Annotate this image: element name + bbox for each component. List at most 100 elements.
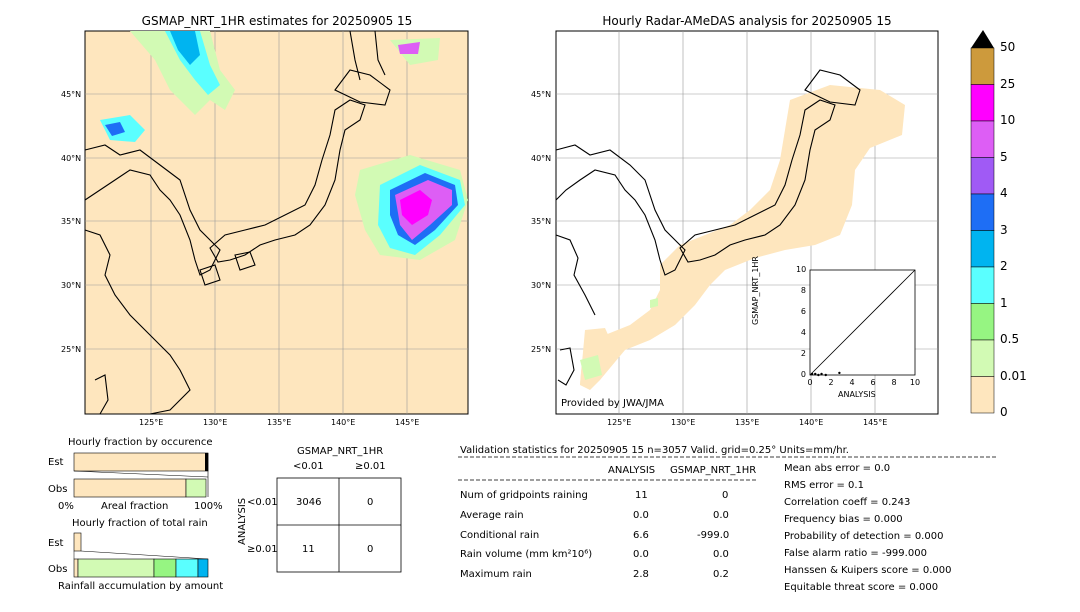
right-lon-145: 145°E	[863, 418, 888, 427]
colorbar-label: 2	[1000, 259, 1008, 273]
colorbar-segment	[970, 376, 995, 414]
left-map-rain	[100, 31, 468, 260]
validation-row-label: Maximum rain	[460, 569, 532, 580]
score-line: Hanssen & Kuipers score = 0.000	[784, 565, 952, 576]
validation-row-analysis: 0.0	[633, 549, 649, 560]
validation-row-gsmap: 0	[722, 490, 729, 501]
colorbar-segment	[970, 47, 995, 85]
right-lon-140: 140°E	[799, 418, 824, 427]
validation-row-analysis: 2.8	[633, 569, 649, 580]
total-rain-bars	[73, 532, 209, 578]
occurrence-est-label: Est	[48, 457, 64, 468]
scatter-point	[820, 372, 823, 376]
colorbar-label: 5	[1000, 149, 1008, 164]
inset-points	[810, 371, 841, 377]
validation-row-gsmap: 0.0	[713, 510, 729, 521]
left-map-title: GSMAP_NRT_1HR estimates for 20250905 15	[141, 14, 413, 28]
validation-row-gsmap: 0.2	[713, 569, 729, 580]
colorbar-label: 0	[1000, 405, 1008, 419]
right-lat-25: 25°N	[531, 345, 552, 354]
right-map	[555, 30, 939, 415]
occurrence-est-bar	[73, 452, 209, 472]
occurrence-obs-bar-wet	[185, 478, 207, 498]
provider-credit: Provided by JWA/JMA	[561, 398, 664, 409]
validation-row-label: Rain volume (mm km²10⁶)	[460, 549, 593, 560]
colorbar-label: 0.5	[1000, 332, 1020, 346]
colorbar-label: 1	[1000, 295, 1008, 310]
scatter-point	[824, 373, 827, 377]
validation-col-analysis: ANALYSIS	[608, 465, 656, 476]
total-rain-est-label: Est	[48, 538, 64, 549]
occurrence-axis-left: 0%	[58, 501, 74, 512]
scatter-point	[838, 371, 841, 375]
right-lat-35: 35°N	[531, 217, 552, 226]
occurrence-est-marker	[205, 453, 208, 471]
left-lat-25: 25°N	[61, 345, 82, 354]
occurrence-axis-right: 100%	[194, 501, 223, 512]
left-lon-145: 145°E	[395, 418, 420, 427]
colorbar	[970, 30, 995, 414]
colorbar-label: 50	[1000, 40, 1016, 54]
right-lon-125: 125°E	[607, 418, 632, 427]
colorbar-label: 4	[1000, 186, 1008, 200]
scatter-point	[810, 372, 814, 376]
left-lat-35: 35°N	[61, 217, 82, 226]
inset-xtick: 10	[909, 378, 921, 387]
colorbar-label: 10	[1000, 113, 1016, 127]
left-lat-30: 30°N	[61, 281, 82, 290]
contingency-cell-11: 3046	[296, 497, 322, 508]
colorbar-segment	[970, 339, 995, 377]
contingency-col1: <0.01	[293, 461, 324, 472]
colorbar-segment	[970, 157, 995, 195]
validation-col-gsmap: GSMAP_NRT_1HR	[670, 465, 757, 476]
right-lat-40: 40°N	[531, 154, 552, 163]
occurrence-bars	[73, 452, 209, 498]
inset-ytick: 10	[796, 265, 807, 274]
left-lon-125: 125°E	[139, 418, 164, 427]
right-map-coastline	[555, 69, 861, 386]
inset-ytick: 6	[800, 307, 806, 316]
score-line: Mean abs error = 0.0	[784, 463, 891, 474]
colorbar-label: 3	[1000, 222, 1008, 237]
score-line: False alarm ratio = -999.000	[784, 548, 927, 559]
inset-xtick: 4	[849, 378, 855, 387]
inset-ytick: 0	[800, 370, 806, 379]
contingency-row2: ≥0.01	[247, 544, 278, 555]
colorbar-segments	[970, 47, 995, 414]
left-lat-40: 40°N	[61, 154, 82, 163]
score-line: RMS error = 0.1	[784, 480, 864, 491]
total-rain-footer: Rainfall accumulation by amount	[58, 581, 224, 592]
right-map-title: Hourly Radar-AMeDAS analysis for 2025090…	[602, 14, 892, 28]
left-lon-140: 140°E	[331, 418, 356, 427]
colorbar-segment	[970, 84, 995, 122]
colorbar-label: 0.01	[1000, 368, 1027, 383]
inset-ytick: 2	[800, 349, 806, 358]
right-lat-45: 45°N	[531, 90, 552, 99]
total-rain-obs-label: Obs	[48, 564, 68, 575]
inset-ytick: 4	[800, 328, 806, 337]
validation-row-label: Num of gridpoints raining	[460, 490, 588, 501]
contingency-cell-12: 0	[367, 497, 374, 508]
occurrence-axis-mid: Areal fraction	[101, 501, 169, 512]
left-lon-130: 130°E	[203, 418, 228, 427]
contingency-grid	[276, 477, 402, 573]
inset-xlabel: ANALYSIS	[838, 390, 876, 399]
score-line: Probability of detection = 0.000	[784, 531, 944, 542]
validation-row-analysis: 0.0	[633, 510, 649, 521]
validation-row-analysis: 6.6	[633, 530, 649, 541]
inset-xtick: 6	[870, 378, 876, 387]
occurrence-title: Hourly fraction by occurence	[68, 437, 213, 448]
score-line: Equitable threat score = 0.000	[784, 582, 939, 593]
validation-row-label: Conditional rain	[460, 530, 540, 541]
scatter-point	[817, 373, 820, 377]
left-map	[84, 30, 469, 415]
total-rain-est-bar	[73, 532, 82, 552]
inset-xtick: 2	[828, 378, 834, 387]
left-lon-135: 135°E	[267, 418, 292, 427]
contingency-row1: <0.01	[247, 497, 278, 508]
score-line: Correlation coeff = 0.243	[784, 497, 911, 508]
inset-scatter	[809, 269, 916, 377]
inset-xtick: 8	[891, 378, 897, 387]
contingency-col2: ≥0.01	[355, 461, 386, 472]
contingency-cell-21: 11	[302, 544, 315, 555]
